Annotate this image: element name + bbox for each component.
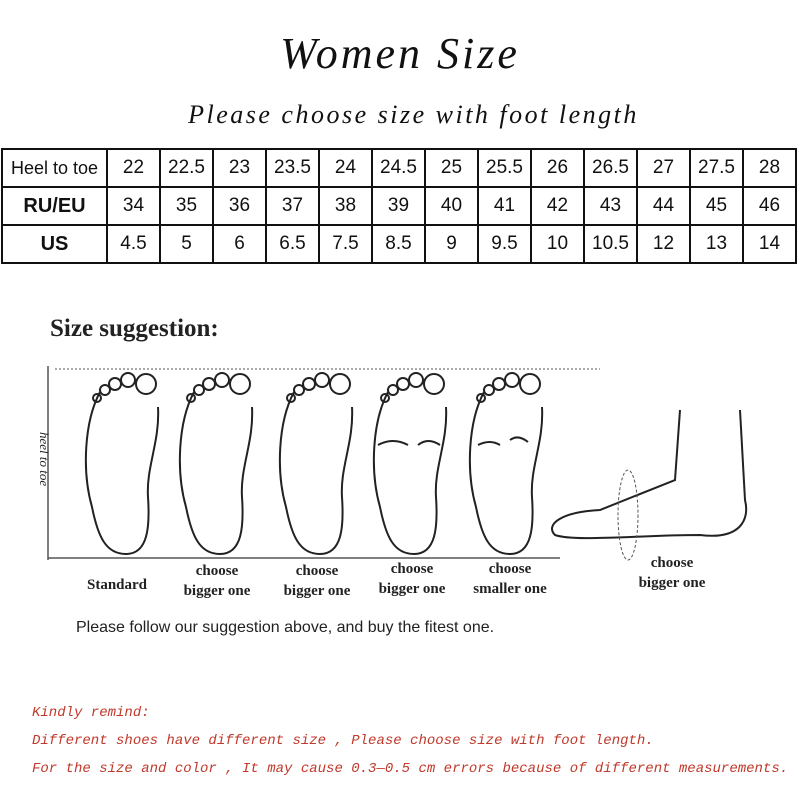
table-cell: 41 [477, 186, 532, 226]
row-header: Heel to toe [1, 148, 108, 188]
table-cell: 27.5 [689, 148, 744, 188]
table-cell: 7.5 [318, 224, 373, 264]
table-cell: 9 [424, 224, 479, 264]
table-cell: 4.5 [106, 224, 161, 264]
table-cell: 43 [583, 186, 638, 226]
table-cell: 12 [636, 224, 691, 264]
measure-ring [617, 469, 639, 561]
suggestion-label: choose [489, 561, 532, 577]
row-header: US [1, 224, 108, 264]
table-cell: 36 [212, 186, 267, 226]
table-cell: 22 [106, 148, 161, 188]
table-cell: 10 [530, 224, 585, 264]
notes: Kindly remind: Different shoes have diffe… [32, 705, 788, 789]
table-cell: 35 [159, 186, 214, 226]
title: Women Size [280, 29, 520, 78]
table-cell: 6 [212, 224, 267, 264]
foot-drawing [278, 372, 354, 555]
size-table: Heel to toe 22 22.5 23 23.5 24 24.5 25 25.5 26 26.… [1, 148, 797, 264]
suggestion-label: choose [651, 555, 694, 571]
suggestion-label: bigger one [379, 581, 446, 597]
table-cell: 26.5 [583, 148, 638, 188]
table-cell: 6.5 [265, 224, 320, 264]
axis-label: heel to toe [37, 432, 52, 486]
table-cell: 42 [530, 186, 585, 226]
table-cell: 26 [530, 148, 585, 188]
table-cell: 34 [106, 186, 161, 226]
section-title: Size suggestion: [50, 315, 219, 342]
table-cell: 22.5 [159, 148, 214, 188]
table-cell: 14 [742, 224, 797, 264]
arrows [377, 436, 529, 446]
foot-drawing [372, 372, 448, 555]
table-cell: 37 [265, 186, 320, 226]
table-cell: 27 [636, 148, 691, 188]
table-row: RU/EU 34 35 36 37 38 39 40 41 42 43 44 45 46 [1, 186, 797, 226]
suggestion-label: choose [296, 563, 339, 579]
table-cell: 9.5 [477, 224, 532, 264]
table-cell: 24 [318, 148, 373, 188]
note: Kindly remind: [32, 705, 150, 721]
side-foot [551, 409, 748, 540]
table-cell: 46 [742, 186, 797, 226]
row-header: RU/EU [1, 186, 108, 226]
table-cell: 23.5 [265, 148, 320, 188]
suggestion-label: smaller one [473, 581, 547, 597]
suggestion-label: Standard [87, 577, 148, 593]
suggestion-label: choose [196, 563, 239, 579]
table-cell: 13 [689, 224, 744, 264]
foot-drawing [468, 372, 544, 555]
subtitle: Please choose size with foot length [188, 100, 639, 129]
table-cell: 8.5 [371, 224, 426, 264]
table-cell: 45 [689, 186, 744, 226]
table-row: Heel to toe 22 22.5 23 23.5 24 24.5 25 25.5 26 26.… [1, 148, 797, 188]
table-cell: 24.5 [371, 148, 426, 188]
size-suggestion: Size suggestion: heel to toe Please foll… [37, 315, 748, 636]
table-cell: 44 [636, 186, 691, 226]
table-cell: 25 [424, 148, 479, 188]
foot-drawing [178, 372, 254, 555]
table-row: US 4.5 5 6 6.5 7.5 8.5 9 9.5 10 10.5 12 13 14 [1, 224, 797, 264]
suggestion-label: bigger one [284, 583, 351, 599]
table-cell: 25.5 [477, 148, 532, 188]
note: For the size and color , It may cause 0.… [32, 761, 789, 777]
table-cell: 39 [371, 186, 426, 226]
suggestion-label: bigger one [639, 575, 706, 591]
foot-drawing [84, 372, 160, 555]
suggestion-label: choose [391, 561, 434, 577]
table-cell: 28 [742, 148, 797, 188]
table-cell: 10.5 [583, 224, 638, 264]
table-cell: 38 [318, 186, 373, 226]
table-cell: 23 [212, 148, 267, 188]
advice: Please follow our suggestion above, and … [76, 619, 494, 636]
suggestion-label: bigger one [184, 583, 251, 599]
table-cell: 40 [424, 186, 479, 226]
table-cell: 5 [159, 224, 214, 264]
note: Different shoes have different size , Pl… [32, 733, 654, 749]
